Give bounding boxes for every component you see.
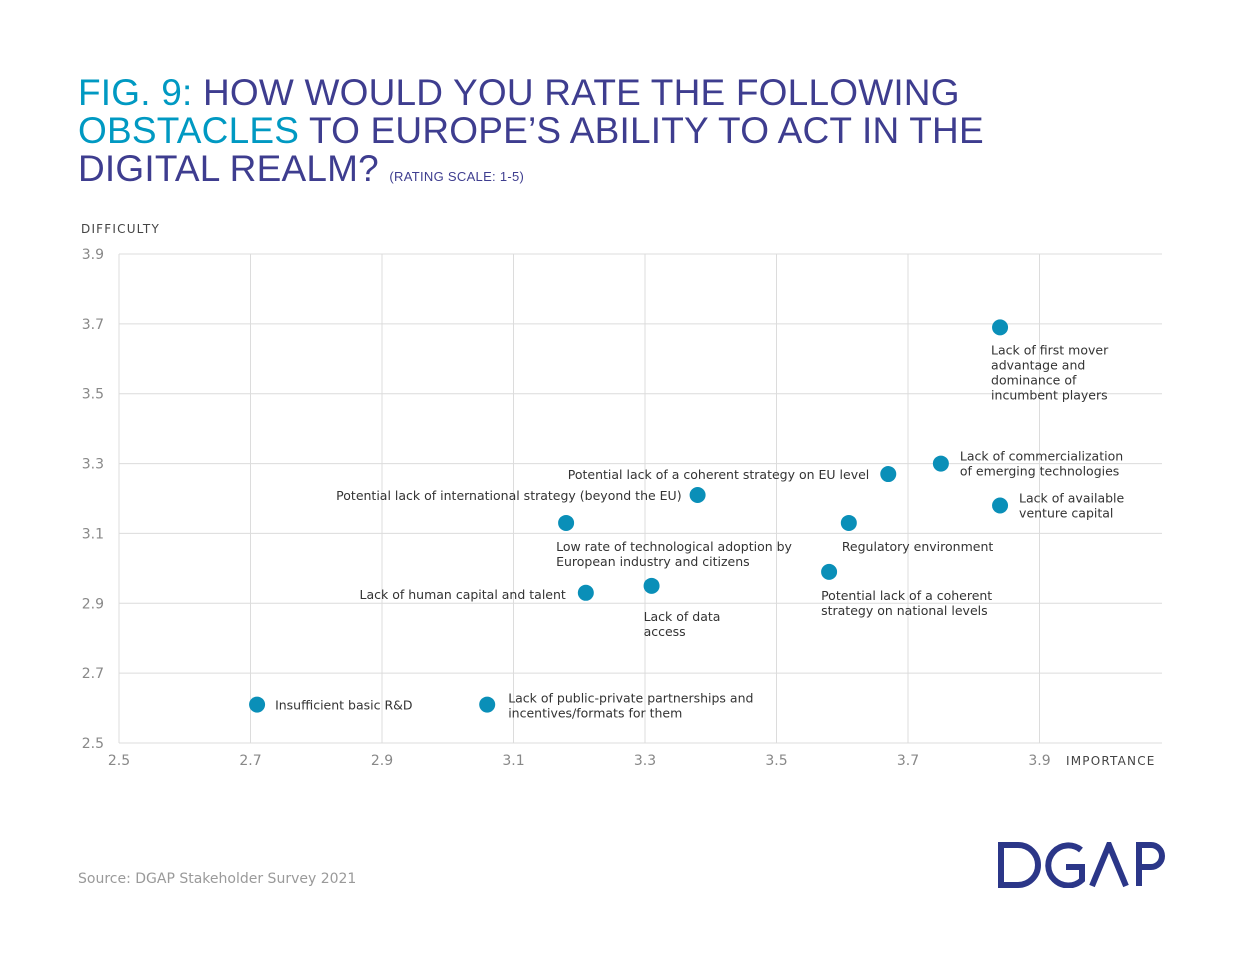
y-tick-label: 3.3 — [82, 457, 104, 473]
data-point — [479, 696, 496, 713]
data-point — [992, 497, 1009, 514]
data-point — [932, 455, 949, 472]
data-point-label: Potential lack of a coherent strategy on… — [568, 467, 870, 482]
label-line: European industry and citizens — [556, 554, 750, 569]
data-point — [992, 319, 1009, 336]
y-tick-label: 2.9 — [82, 596, 104, 612]
x-tick-label: 3.5 — [765, 753, 787, 769]
data-point-label: Potential lack of international strategy… — [336, 488, 681, 503]
dgap-logo — [998, 842, 1165, 888]
x-tick-label: 3.3 — [634, 753, 656, 769]
x-tick-label: 2.9 — [371, 753, 393, 769]
label-line: of emerging technologies — [960, 464, 1119, 479]
data-point-label: Regulatory environment — [842, 539, 994, 554]
data-point-label: Lack of public-private partnerships and i… — [508, 691, 753, 721]
data-point-label: Lack of commercialization of emerging tec… — [960, 449, 1123, 479]
label-line: Lack of commercialization — [960, 449, 1123, 464]
data-point — [840, 514, 857, 531]
label-line: incentives/formats for them — [508, 706, 682, 721]
label-line: incumbent players — [991, 387, 1108, 402]
data-point-label: Lack of data access — [644, 609, 721, 639]
y-tick-label: 2.7 — [82, 666, 104, 682]
data-point — [558, 514, 575, 531]
x-tick-label: 2.5 — [108, 753, 130, 769]
source-note: Source: DGAP Stakeholder Survey 2021 — [78, 871, 357, 887]
label-line: access — [644, 624, 686, 639]
title-line1: HOW WOULD YOU RATE THE FOLLOWING — [202, 72, 960, 113]
title-highlight: OBSTACLES — [78, 110, 300, 151]
label-line: venture capital — [1019, 505, 1113, 520]
y-tick-label: 3.9 — [82, 247, 104, 263]
y-tick-label: 2.5 — [82, 736, 104, 752]
x-tick-label: 3.1 — [502, 753, 524, 769]
data-point-label: Lack of human capital and talent — [360, 587, 566, 602]
fig-label: FIG. 9: — [78, 72, 193, 113]
title-line3: DIGITAL REALM? — [78, 148, 379, 189]
x-axis-label: IMPORTANCE — [1066, 754, 1156, 768]
data-point — [577, 584, 594, 601]
y-axis-label: DIFFICULTY — [81, 222, 160, 236]
y-tick-label: 3.1 — [82, 526, 104, 542]
data-point — [821, 563, 838, 580]
x-tick-label: 2.7 — [239, 753, 261, 769]
label-line: dominance of — [991, 372, 1077, 387]
label-line: Potential lack of international strategy… — [336, 488, 681, 503]
y-tick-label: 3.7 — [82, 317, 104, 333]
data-point — [643, 577, 660, 594]
data-point-label: Low rate of technological adoption by Eur… — [556, 539, 792, 569]
label-line: Lack of human capital and talent — [360, 587, 566, 602]
chart-title: FIG. 9: HOW WOULD YOU RATE THE FOLLOWING… — [78, 74, 984, 196]
label-line: Regulatory environment — [842, 539, 994, 554]
y-tick-label: 3.5 — [82, 387, 104, 403]
data-point — [249, 696, 266, 713]
chart-subtitle: (RATING SCALE: 1-5) — [389, 169, 525, 184]
label-line: Lack of public-private partnerships and — [508, 691, 753, 706]
data-point — [689, 487, 706, 504]
label-line: Lack of first mover — [991, 342, 1109, 357]
label-line: advantage and — [991, 357, 1085, 372]
label-line: Potential lack of a coherent — [821, 588, 992, 603]
label-line: Insufficient basic R&D — [275, 698, 412, 713]
scatter-chart: DIFFICULTY IMPORTANCE 3.9 3.7 3.5 3.3 3.1 2.9… — [81, 222, 1162, 769]
data-point-label: Lack of first mover advantage and dominanc… — [991, 342, 1109, 402]
data-point-label: Insufficient basic R&D — [275, 698, 412, 713]
label-line: Lack of available — [1019, 490, 1124, 505]
title-line2: TO EUROPE’S ABILITY TO ACT IN THE — [308, 110, 984, 151]
data-point-label: Potential lack of a coherent strategy on … — [821, 588, 992, 618]
x-tick-label: 3.9 — [1028, 753, 1050, 769]
label-line: Low rate of technological adoption by — [556, 539, 792, 554]
data-point — [880, 466, 897, 483]
data-point-label: Lack of available venture capital — [1019, 490, 1124, 520]
x-tick-label: 3.7 — [897, 753, 919, 769]
label-line: strategy on national levels — [821, 603, 988, 618]
label-line: Potential lack of a coherent strategy on… — [568, 467, 870, 482]
label-line: Lack of data — [644, 609, 721, 624]
